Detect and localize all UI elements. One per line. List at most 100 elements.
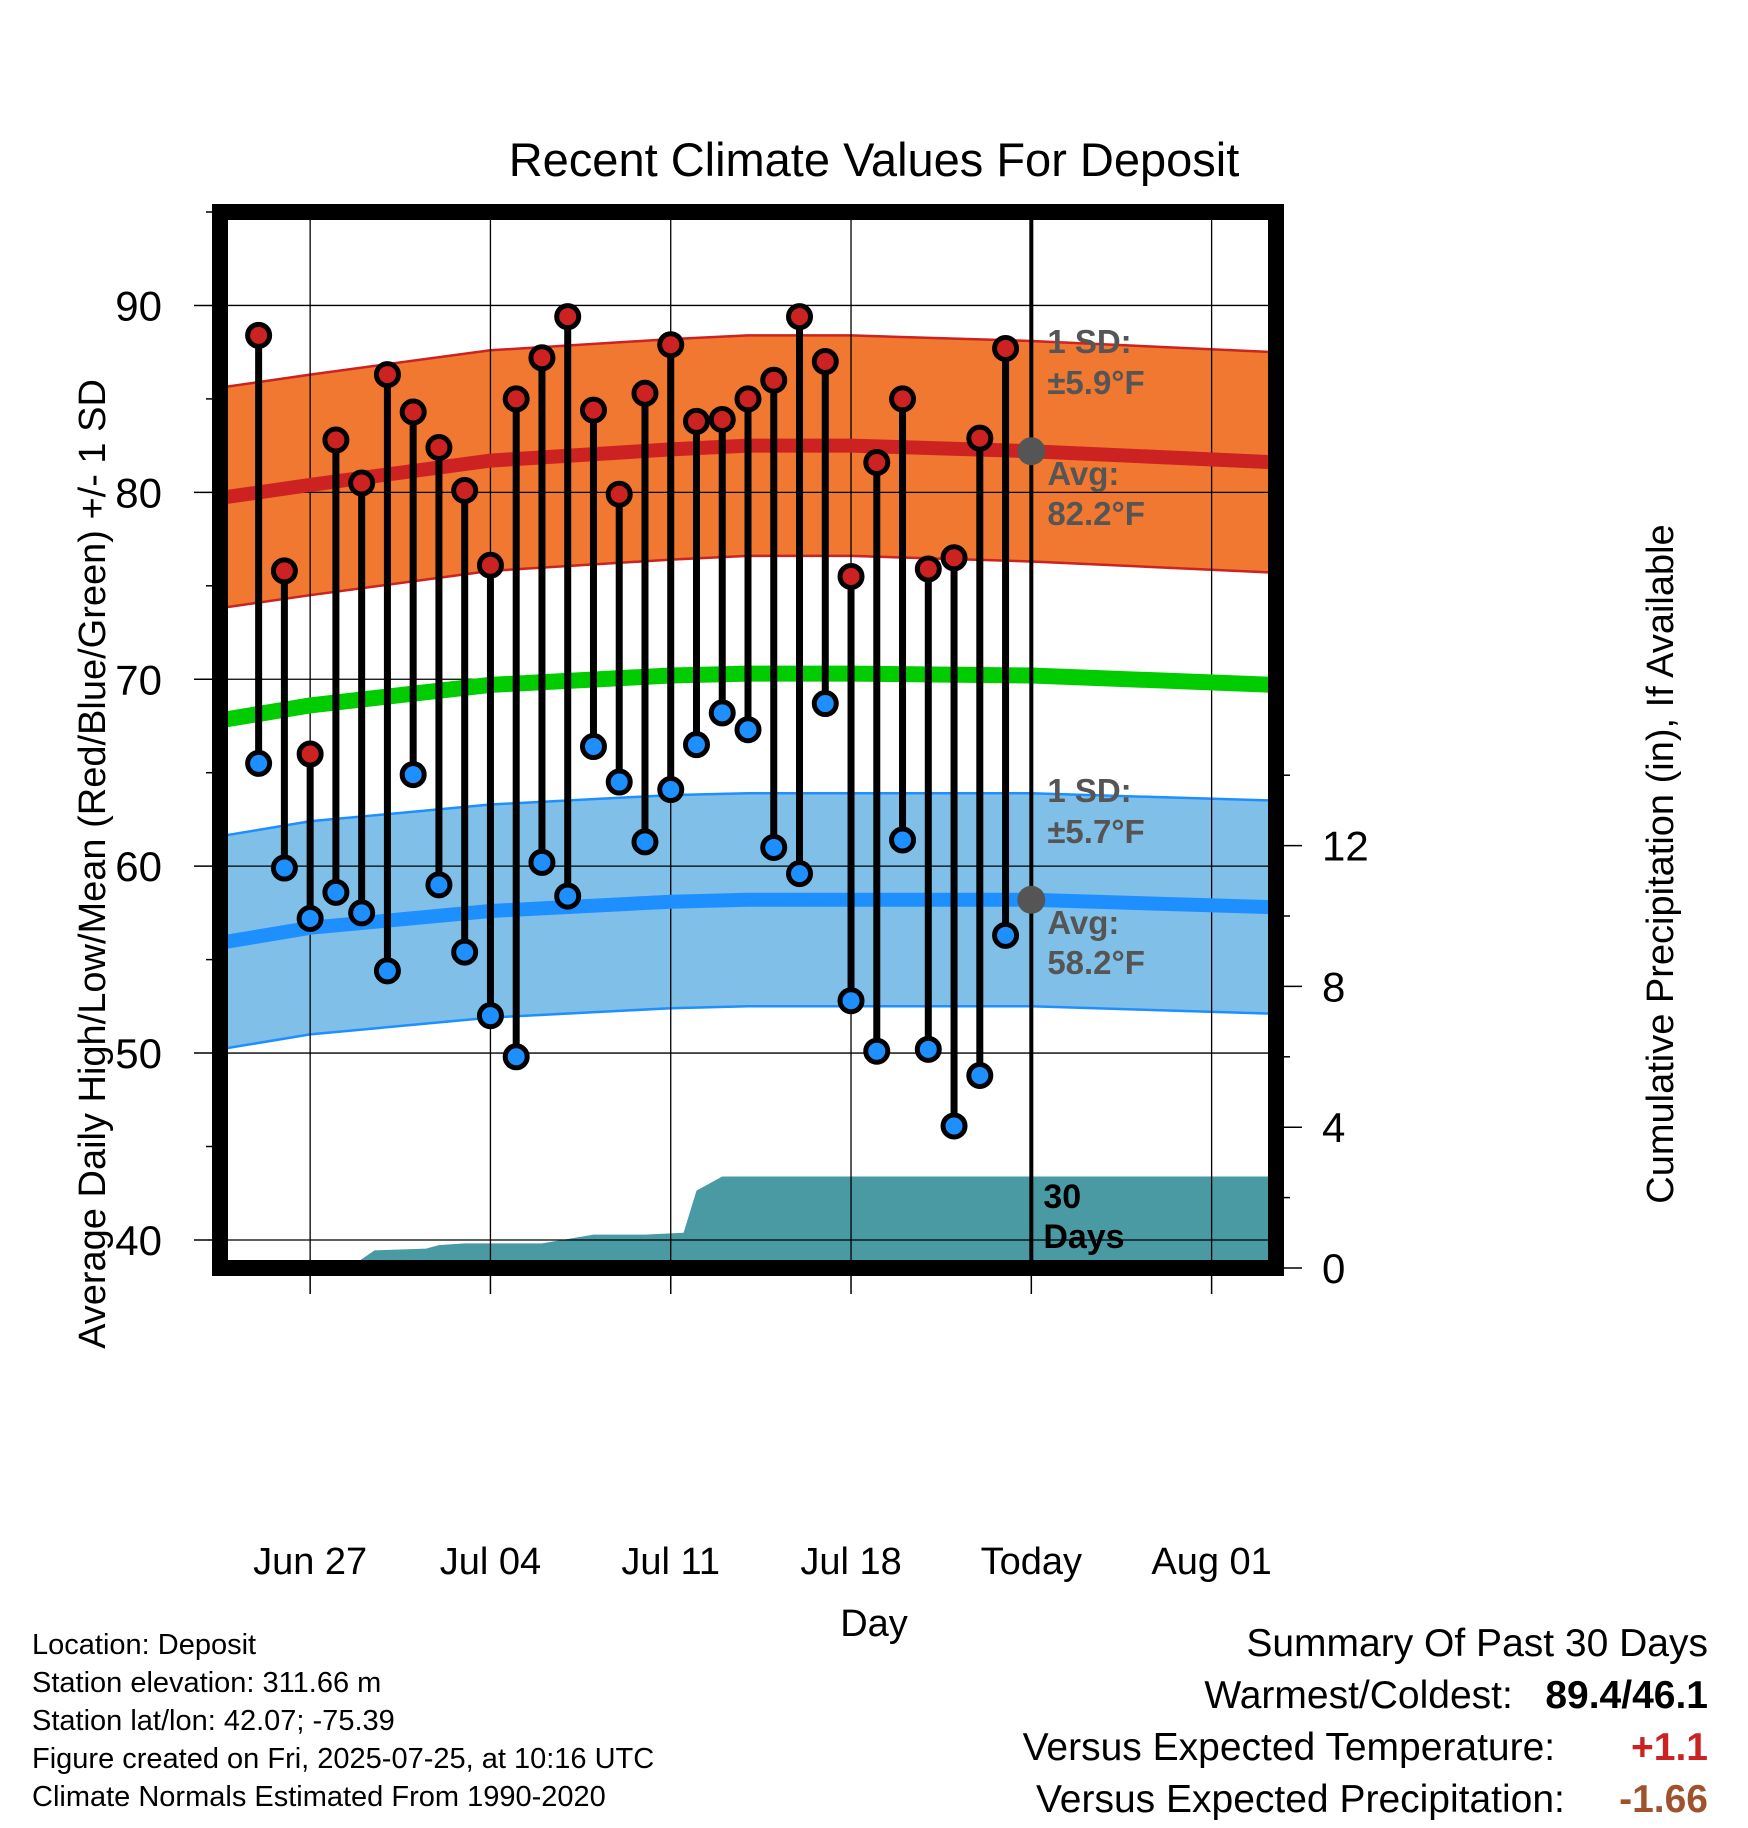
y2-tick-label: 12 [1322,823,1369,870]
station-metadata: Location: Deposit Station elevation: 311… [32,1626,654,1816]
daily-low-point [863,1037,891,1065]
days-label-line1: 30 [1043,1178,1081,1216]
daily-low-point [760,833,788,861]
high-avg-value: 82.2°F [1047,495,1145,532]
y-tick-label: 50 [115,1030,162,1077]
daily-high-point [579,396,607,424]
daily-low-point [579,733,607,761]
daily-high-point [889,385,917,413]
plot-inner [220,212,1276,1268]
daily-low-point [348,899,376,927]
high-sd-value: ±5.9°F [1047,364,1144,401]
meta-location: Location: Deposit [32,1629,257,1661]
daily-low-point [631,828,659,856]
meta-elevation: Station elevation: 311.66 m [32,1667,382,1699]
daily-high-point [528,344,556,372]
daily-high-point [657,331,685,359]
daily-low-point [734,716,762,744]
plot-frame [212,204,1284,1276]
summary-precip-value: -1.66 [1619,1778,1708,1821]
daily-low-point [657,776,685,804]
daily-low-point [682,731,710,759]
high-sd-label: 1 SD: [1047,323,1131,360]
daily-low-point [425,871,453,899]
daily-low-point [786,860,814,888]
daily-low-point [992,921,1020,949]
summary-precip-label: Versus Expected Precipitation: [1035,1778,1565,1821]
daily-low-point [476,1002,504,1030]
summary-precip-row: Versus Expected Precipitation: -1.66 [1023,1774,1708,1826]
daily-high-point [940,544,968,572]
low-avg-label: Avg: [1047,904,1119,941]
today-avg-high-marker [1017,437,1046,466]
daily-high-point [914,555,942,583]
daily-low-point [966,1061,994,1089]
daily-high-point [322,426,350,454]
daily-low-point [605,768,633,796]
chart-title: Recent Climate Values For Deposit [509,133,1240,186]
daily-high-point [863,448,891,476]
y-tick-label: 90 [115,282,162,329]
avg-low-line [220,892,1276,950]
daily-high-point [348,469,376,497]
daily-high-point [708,405,736,433]
daily-low-point [502,1043,530,1071]
low-avg-value: 58.2°F [1047,944,1145,981]
daily-high-point [245,321,273,349]
daily-high-point [682,407,710,435]
precip-area [220,1176,1276,1268]
daily-high-point [399,398,427,426]
daily-high-point [734,385,762,413]
daily-low-point [245,749,273,777]
meta-latlon: Station lat/lon: 42.07; -75.39 [32,1705,395,1737]
daily-high-point [502,385,530,413]
low-sd-band [220,793,1276,1050]
summary-temp-row: Versus Expected Temperature: +1.1 [1023,1722,1708,1774]
meta-created: Figure created on Fri, 2025-07-25, at 10… [32,1743,655,1775]
y2-tick-label: 8 [1322,963,1345,1010]
x-tick-label: Jul 11 [621,1541,720,1583]
daily-low-point [889,826,917,854]
daily-low-point [811,690,839,718]
daily-low-point [528,848,556,876]
low-sd-label: 1 SD: [1047,772,1131,809]
summary-title: Summary Of Past 30 Days [1246,1622,1708,1665]
daily-high-point [837,562,865,590]
y-tick-label: 70 [115,656,162,703]
daily-low-point [708,699,736,727]
high-sd-band-lower-edge [220,554,1276,610]
low-sd-value: ±5.7°F [1047,813,1144,850]
x-tick-label: Today [981,1541,1082,1583]
low-sd-band-lower-edge [220,1005,1276,1051]
y2-tick-label: 0 [1322,1245,1345,1292]
x-tick-label: Aug 01 [1151,1541,1271,1583]
daily-high-point [296,740,324,768]
daily-high-point [992,334,1020,362]
daily-high-point [760,366,788,394]
daily-high-point [451,476,479,504]
daily-high-point [476,551,504,579]
summary-temp-value: +1.1 [1631,1726,1708,1769]
daily-low-point [837,987,865,1015]
daily-high-point [373,361,401,389]
daily-low-point [373,957,401,985]
daily-high-point [270,557,298,585]
daily-low-point [451,938,479,966]
daily-low-point [322,878,350,906]
low-sd-band-upper-edge [220,792,1276,838]
daily-low-point [399,761,427,789]
daily-low-point [554,882,582,910]
daily-low-point [914,1035,942,1063]
high-avg-label: Avg: [1047,455,1119,492]
mean-line [220,665,1276,729]
x-tick-label: Jun 27 [253,1541,367,1583]
daily-low-point [940,1112,968,1140]
y2-tick-label: 4 [1322,1104,1345,1151]
daily-high-point [605,480,633,508]
daily-high-point [425,433,453,461]
x-tick-label: Jul 04 [440,1541,541,1583]
x-tick-label: Jul 18 [800,1541,901,1583]
daily-high-point [786,303,814,331]
